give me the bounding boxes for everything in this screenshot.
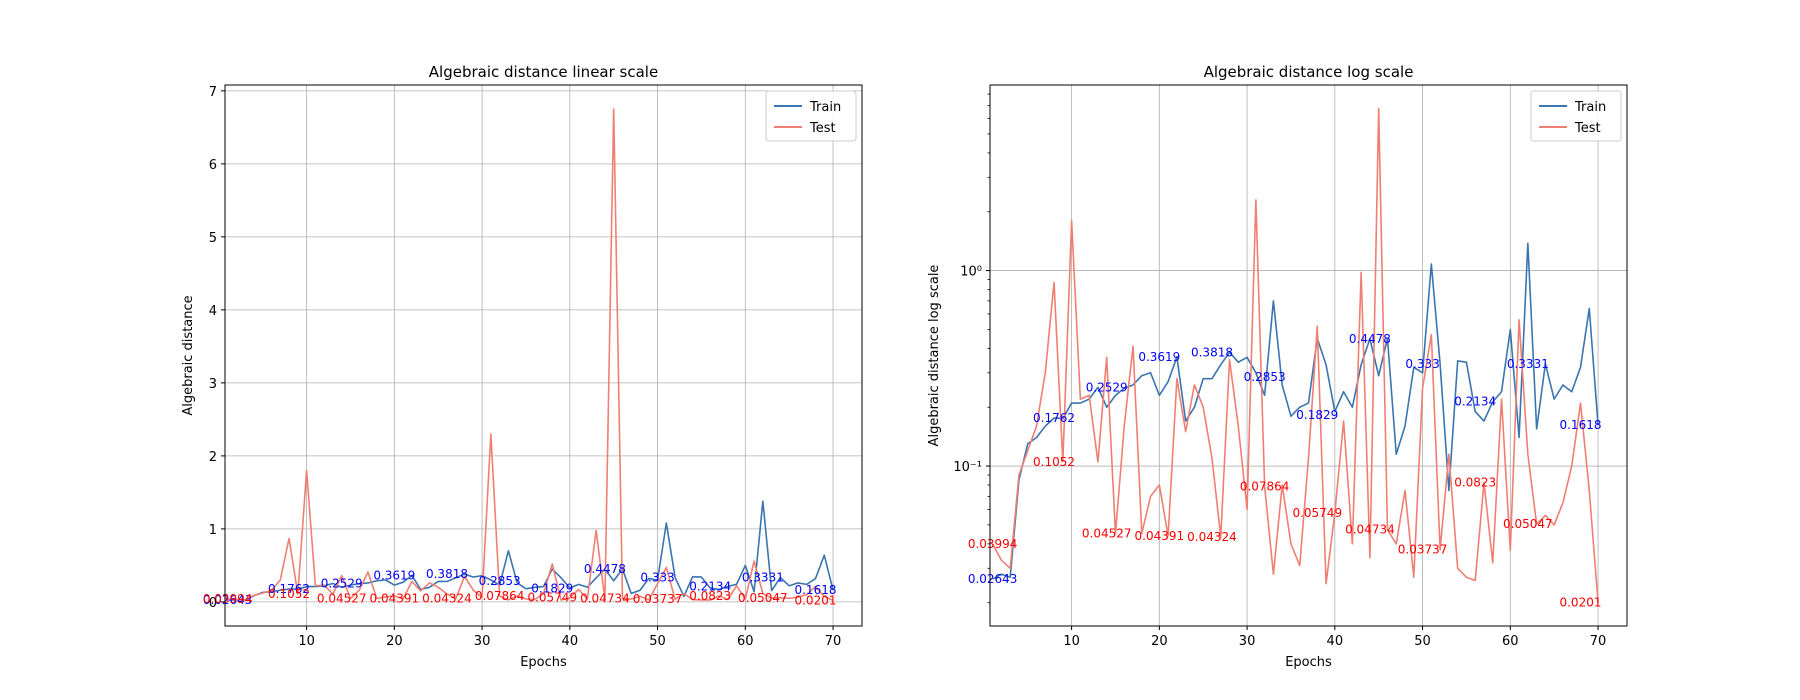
y-tick-label: 2: [209, 450, 217, 465]
train-value-label: 0.3331: [1507, 357, 1549, 371]
train-value-label: 0.2529: [321, 576, 363, 590]
test-value-label: 0.04734: [1345, 523, 1395, 537]
test-value-label: 0.05047: [1503, 517, 1553, 531]
series-line-train: [992, 242, 1599, 580]
test-value-label: 0.1052: [268, 587, 310, 601]
train-value-label: 0.333: [640, 571, 674, 585]
test-value-label: 0.0201: [794, 593, 836, 607]
train-value-label: 0.02643: [203, 593, 253, 607]
train-value-label: 0.333: [1405, 357, 1439, 371]
train-value-label: 0.2529: [1086, 380, 1128, 394]
x-tick-label: 50: [1414, 634, 1431, 649]
y-tick-label: 0: [209, 596, 217, 611]
train-value-label: 0.1618: [1559, 418, 1601, 432]
y-tick-label: 5: [209, 231, 217, 246]
train-value-label: 0.02643: [968, 572, 1018, 586]
train-value-label: 0.3619: [373, 568, 415, 582]
y-tick-label: 3: [209, 377, 217, 392]
plot-area: [225, 85, 862, 626]
test-value-label: 0.04391: [1135, 529, 1185, 543]
test-value-label: 0.07864: [1240, 479, 1290, 493]
test-value-label: 0.04527: [317, 592, 367, 606]
series-line-train: [227, 500, 834, 601]
test-value-label: 0.07864: [475, 589, 525, 603]
legend: Train Test: [765, 90, 857, 142]
axes-frame: [224, 84, 863, 627]
train-value-label: 0.2134: [1454, 395, 1496, 409]
legend-label-test: Test: [809, 121, 836, 136]
test-value-label: 0.04527: [1082, 526, 1132, 540]
axes-frame: [989, 84, 1628, 627]
test-value-label: 0.0201: [1559, 595, 1601, 609]
test-value-label: 0.0823: [1454, 476, 1496, 490]
x-tick-label: 40: [1327, 634, 1344, 649]
y-tick-label: 4: [209, 304, 217, 319]
test-value-label: 0.05047: [738, 591, 788, 605]
y-tick-label: 10⁻¹: [953, 460, 982, 475]
chart-title: Algebraic distance log scale: [1204, 63, 1414, 81]
y-tick-label: 6: [209, 158, 217, 173]
train-value-label: 0.2853: [479, 574, 521, 588]
test-value-label: 0.03737: [1398, 543, 1448, 557]
chart-title: Algebraic distance linear scale: [429, 63, 658, 81]
legend-label-test: Test: [1574, 121, 1601, 136]
test-value-label: 0.1052: [1033, 455, 1075, 469]
series-line-test: [991, 107, 1599, 603]
series-line-test: [227, 108, 834, 602]
train-value-label: 0.1829: [1296, 408, 1338, 422]
train-value-label: 0.2853: [1244, 370, 1286, 384]
legend-label-train: Train: [1574, 100, 1606, 115]
series-group: [227, 108, 834, 602]
test-value-label: 0.03994: [968, 537, 1018, 551]
x-tick-label: 30: [474, 634, 491, 649]
test-value-label: 0.04324: [1187, 530, 1237, 544]
y-axis-title: Algebraic distance log scale: [927, 265, 942, 447]
x-tick-label: 70: [825, 634, 842, 649]
train-value-label: 0.1762: [268, 582, 310, 596]
x-tick-label: 10: [298, 634, 315, 649]
train-value-label: 0.3818: [426, 567, 468, 581]
legend-box: [765, 90, 857, 142]
x-axis-title: Epochs: [1285, 655, 1332, 670]
legend-label-train: Train: [809, 100, 841, 115]
test-value-label: 0.04391: [370, 592, 420, 606]
legend: Train Test: [1530, 90, 1622, 142]
linear-scale-panel: 0.02643 0.1762 0.2529 0.3619 0.3818 0.2853 0.1…: [181, 63, 863, 670]
train-value-label: 0.4478: [584, 562, 626, 576]
x-tick-label: 10: [1063, 634, 1080, 649]
x-axis-title: Epochs: [520, 655, 567, 670]
test-value-label: 0.05749: [527, 591, 577, 605]
x-tick-label: 40: [562, 634, 579, 649]
x-tick-label: 60: [1502, 634, 1519, 649]
train-value-label: 0.3619: [1138, 350, 1180, 364]
series-group: [991, 107, 1599, 603]
x-tick-label: 20: [1151, 634, 1168, 649]
train-value-label: 0.1762: [1033, 411, 1075, 425]
y-tick-label: 7: [209, 85, 217, 100]
y-axis-title: Algebraic distance: [181, 295, 196, 415]
x-tick-label: 20: [386, 634, 403, 649]
y-tick-label: 10⁰: [960, 265, 982, 280]
legend-box: [1530, 90, 1622, 142]
test-value-label: 0.0823: [689, 589, 731, 603]
train-value-label: 0.3818: [1191, 345, 1233, 359]
test-value-label: 0.03737: [633, 592, 683, 606]
train-value-label: 0.2134: [689, 579, 731, 593]
x-tick-label: 30: [1239, 634, 1256, 649]
x-tick-label: 60: [737, 634, 754, 649]
x-tick-label: 70: [1590, 634, 1607, 649]
test-value-label: 0.05749: [1292, 506, 1342, 520]
test-value-label: 0.04324: [422, 592, 472, 606]
plot-area: [990, 85, 1627, 626]
log-scale-panel: 0.02643 0.1762 0.2529 0.3619 0.3818 0.2853 0.1…: [927, 63, 1628, 670]
train-value-label: 0.1618: [794, 583, 836, 597]
x-tick-label: 50: [649, 634, 666, 649]
train-value-label: 0.4478: [1349, 332, 1391, 346]
train-value-label: 0.3331: [742, 571, 784, 585]
train-value-label: 0.1829: [531, 582, 573, 596]
test-value-label: 0.03994: [203, 592, 253, 606]
y-tick-label: 1: [209, 523, 217, 538]
test-value-label: 0.04734: [580, 591, 630, 605]
